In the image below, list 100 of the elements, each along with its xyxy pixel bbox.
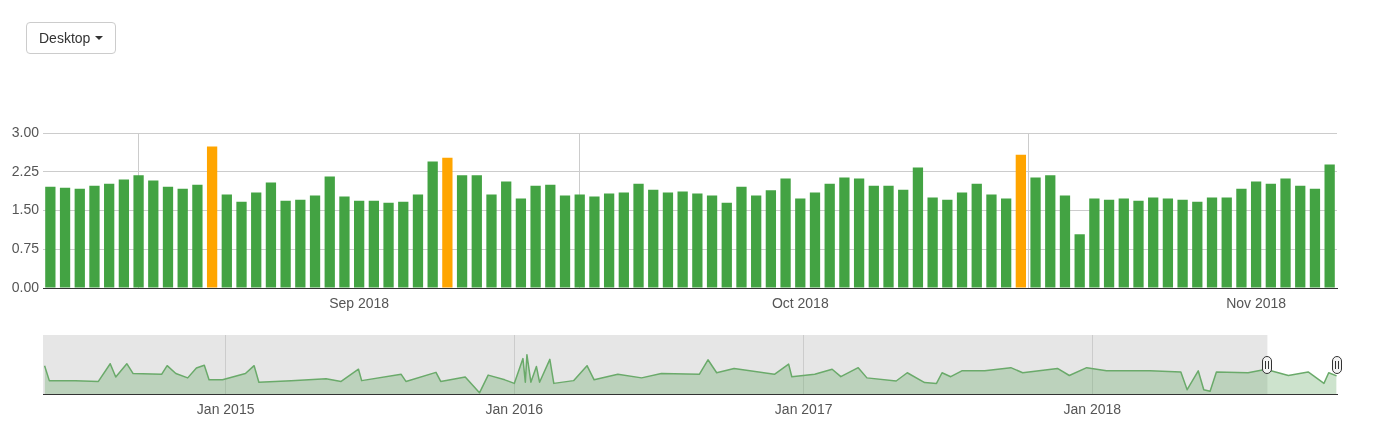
bar [942,199,953,288]
bar [1177,199,1188,288]
bar [427,161,438,288]
bar [603,193,615,288]
bar [883,185,894,288]
bar [295,199,306,288]
x-tick-label: Jan 2017 [774,401,833,418]
bar [1148,197,1159,288]
bar [721,202,732,288]
bar [736,186,747,288]
bar [412,194,424,288]
bar [59,187,71,288]
bar [354,200,365,288]
bar [1236,188,1247,288]
bar [530,185,541,288]
bar [545,184,556,288]
y-tick-label: 3.00 [11,123,40,140]
bar [1309,188,1321,288]
bar [824,183,835,288]
bar [1192,201,1203,288]
y-tick-label: 1.50 [11,201,40,218]
bar [559,195,571,288]
bar [1295,185,1306,288]
x-tick-label: Nov 2018 [1226,295,1287,312]
bar [206,146,218,288]
x-tick-label: Oct 2018 [771,295,829,312]
bar [192,184,203,288]
bar [456,175,468,288]
bar [1015,154,1026,288]
bar [795,198,806,288]
bar [853,178,865,288]
bar [809,192,821,288]
bar [1030,177,1041,288]
bar [692,193,703,288]
bar [486,194,497,288]
y-tick-label: 0.75 [11,240,40,257]
bar [1118,198,1129,288]
bar [251,192,262,288]
bar [104,183,115,288]
bar [1045,175,1056,288]
bar [765,190,777,288]
bar [162,186,174,288]
bar [383,202,394,288]
bar [1089,198,1100,288]
bar [74,188,85,288]
bar [442,157,453,288]
text: Desktop [39,30,91,46]
x-tick-label: Jan 2018 [1063,401,1122,418]
x-tick-label: Jan 2016 [485,401,544,418]
bar [309,195,321,288]
bar [780,178,791,288]
bar [1074,234,1085,288]
y-tick-label: 0.00 [11,278,40,295]
bar [868,185,879,288]
bar [177,188,188,288]
bar [1250,181,1262,288]
bar [1265,183,1276,288]
bar [368,200,379,288]
bar [1001,198,1012,288]
bar [986,194,997,288]
bar [618,192,629,288]
bar [1059,195,1071,288]
bar [971,183,982,288]
bar [633,183,644,288]
bar [1280,178,1291,288]
bar [706,195,718,288]
y-tick-label: 2.25 [11,162,40,179]
x-tick-label: Sep 2018 [329,295,390,312]
bar [839,177,850,288]
bar [648,189,659,288]
bar [927,197,938,288]
bar [89,185,100,288]
bar [912,167,924,288]
bar [1162,198,1174,288]
bar [515,198,527,288]
bar [1324,164,1335,288]
bar [236,201,247,288]
bar [339,196,350,288]
bar [1206,197,1218,288]
bar [398,201,409,288]
bar [751,195,762,288]
bar [1133,200,1144,288]
bar [324,176,335,288]
bar [471,175,482,288]
bar [280,200,291,288]
bar [45,186,56,288]
bar [898,189,909,288]
bar [1103,199,1115,288]
bar [221,194,232,288]
bar [148,180,159,288]
bar [677,191,688,288]
bar [265,182,277,288]
bar [118,179,130,288]
x-tick-label: Jan 2015 [196,401,255,418]
bar [956,192,968,288]
bar [501,181,512,288]
bar [574,194,585,288]
bar [1221,197,1232,288]
bar [589,196,600,288]
bar [133,175,144,288]
